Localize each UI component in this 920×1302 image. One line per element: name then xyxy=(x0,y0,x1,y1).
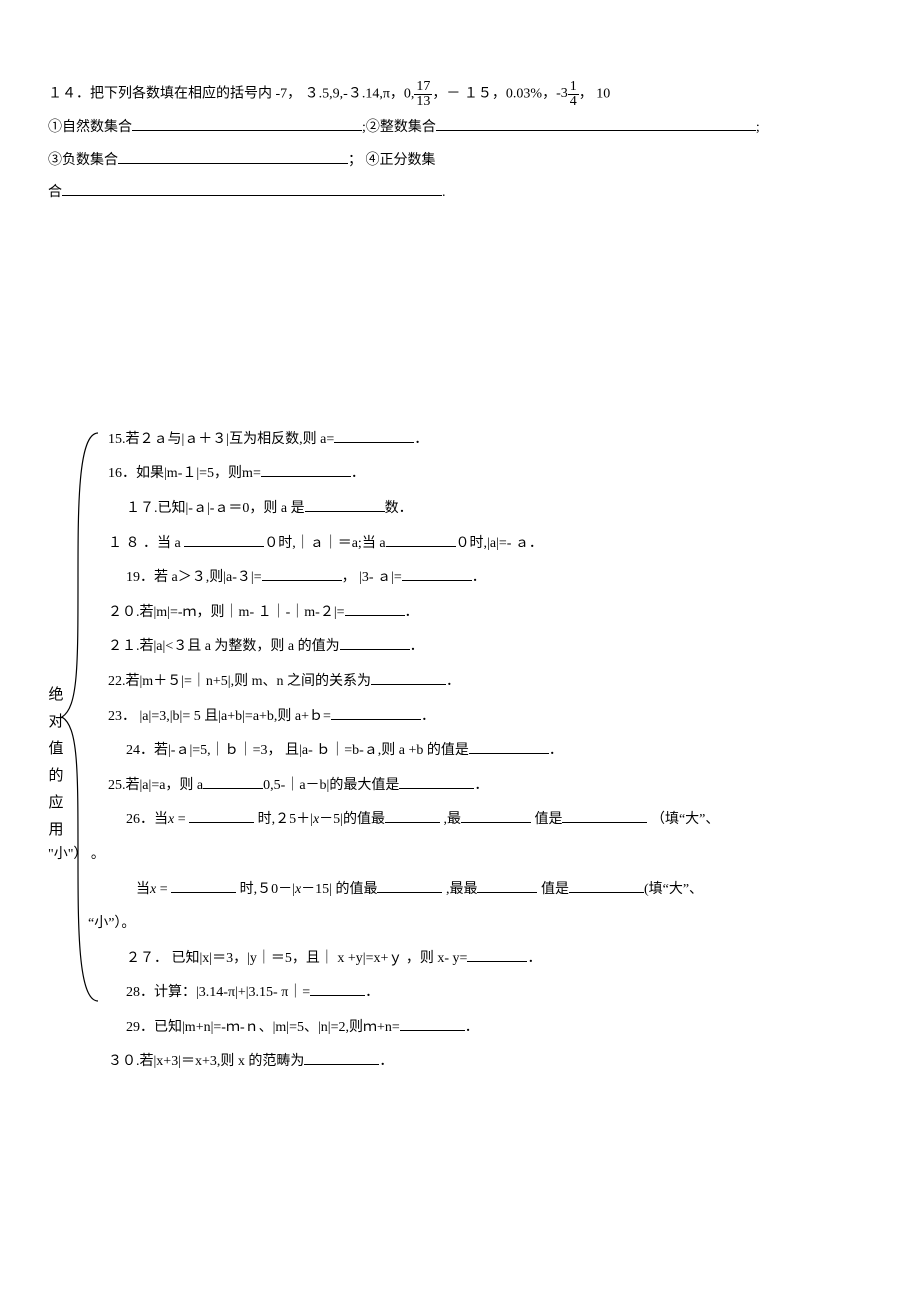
blank xyxy=(436,116,756,131)
blank xyxy=(304,1050,379,1065)
q26-line4: “小”）。 xyxy=(88,911,872,938)
q30: ３０.若|x+3|＝x+3,则 x 的范畴为． xyxy=(108,1049,872,1076)
blank xyxy=(477,878,537,893)
blank xyxy=(340,635,410,650)
q21: ２１.若|a|<３且 a 为整数，则 a 的值为． xyxy=(108,634,872,661)
blank xyxy=(377,878,442,893)
blank xyxy=(118,149,348,164)
blank xyxy=(310,981,365,996)
q26-line3: 当x = 时,５0－|x－15| 的值最 ,最最 值是(填“大”、 xyxy=(108,877,872,904)
q28: 28．计算：|3.14-π|+|3.15- π｜=． xyxy=(108,980,872,1007)
q29: 29．已知|m+n|=-ｍ-ｎ、|m|=5、|n|=2,则ｍ+n=． xyxy=(108,1015,872,1042)
q14-suffix: ， 10 xyxy=(579,87,611,102)
blank xyxy=(385,808,440,823)
q25: 25.若|a|=a，则 a0,5-｜a－b|的最大值是． xyxy=(108,773,872,800)
q27: ２７． 已知|x|＝3，|y｜＝5，且｜ x +y|=x+ｙ ，则 x- y=． xyxy=(108,946,872,973)
blank xyxy=(569,878,644,893)
q26-line2: "小"） 。 xyxy=(48,842,872,869)
frac-17-13: 1713 xyxy=(414,80,432,109)
q14-line1: １４．把下列各数填在相应的括号内 -7， ３.5,9,-３.14,π，0,171… xyxy=(48,80,872,109)
q19: 19．若 a＞３,则|a-３|=， |3- ａ|=． xyxy=(108,565,872,592)
blank xyxy=(189,808,254,823)
blank xyxy=(305,497,385,512)
blank xyxy=(371,670,446,685)
q26-line1: 26．当x = 时,２5＋|x－5|的值最 ,最 值是 （填“大”、 xyxy=(108,807,872,834)
blank xyxy=(262,566,342,581)
q16: 16．如果|m-１|=5，则m=． xyxy=(108,461,872,488)
q14-prefix: １４．把下列各数填在相应的括号内 -7， ３.5,9,-３.14,π，0, xyxy=(48,87,414,102)
blank xyxy=(171,878,236,893)
absolute-value-section: 绝对值的应用 15.若２ａ与|ａ＋３|互为相反数,则 a=． 16．如果|m-１… xyxy=(48,427,872,1076)
q14-mid: ，－ １５，0.03%， xyxy=(432,87,556,102)
q22: 22.若|m＋５|=｜n+5|,则 m、n 之间的关系为． xyxy=(108,669,872,696)
q14-sets-line2: ③负数集合； ④正分数集 xyxy=(48,148,872,175)
blank xyxy=(334,428,414,443)
blank xyxy=(386,532,456,547)
blank xyxy=(345,601,405,616)
blank xyxy=(467,947,527,962)
q23: 23． |a|=3,|b|= 5 且|a+b|=a+b,则 a+ｂ=． xyxy=(108,704,872,731)
blank xyxy=(469,739,549,754)
blank xyxy=(399,774,474,789)
blank xyxy=(331,705,421,720)
blank xyxy=(400,1016,465,1031)
q18: １ ８ ．当 a ０时,｜ａ｜＝a;当 a０时,|a|=- ａ． xyxy=(108,531,872,558)
blank xyxy=(261,462,351,477)
blank xyxy=(461,808,531,823)
blank xyxy=(203,774,263,789)
blank xyxy=(562,808,647,823)
section-title-vertical: 绝对值的应用 xyxy=(48,682,64,844)
blank xyxy=(402,566,472,581)
q14-sets-line3: 合. xyxy=(48,180,872,207)
q17: １７.已知|-ａ|-ａ＝0，则 a 是数． xyxy=(108,496,872,523)
mixed-frac: -314 xyxy=(556,80,579,109)
q24: 24．若|-ａ|=5,｜ｂ｜=3， 且|a- ｂ｜=b-ａ,则 a +b 的值是… xyxy=(108,738,872,765)
blank xyxy=(62,181,442,196)
blank xyxy=(132,116,362,131)
q15: 15.若２ａ与|ａ＋３|互为相反数,则 a=． xyxy=(108,427,872,454)
blank xyxy=(184,532,264,547)
q14-sets-line1: ①自然数集合;②整数集合; xyxy=(48,115,872,142)
q20: ２０.若|m|=-ｍ，则｜m- １｜-｜m-２|=． xyxy=(108,600,872,627)
